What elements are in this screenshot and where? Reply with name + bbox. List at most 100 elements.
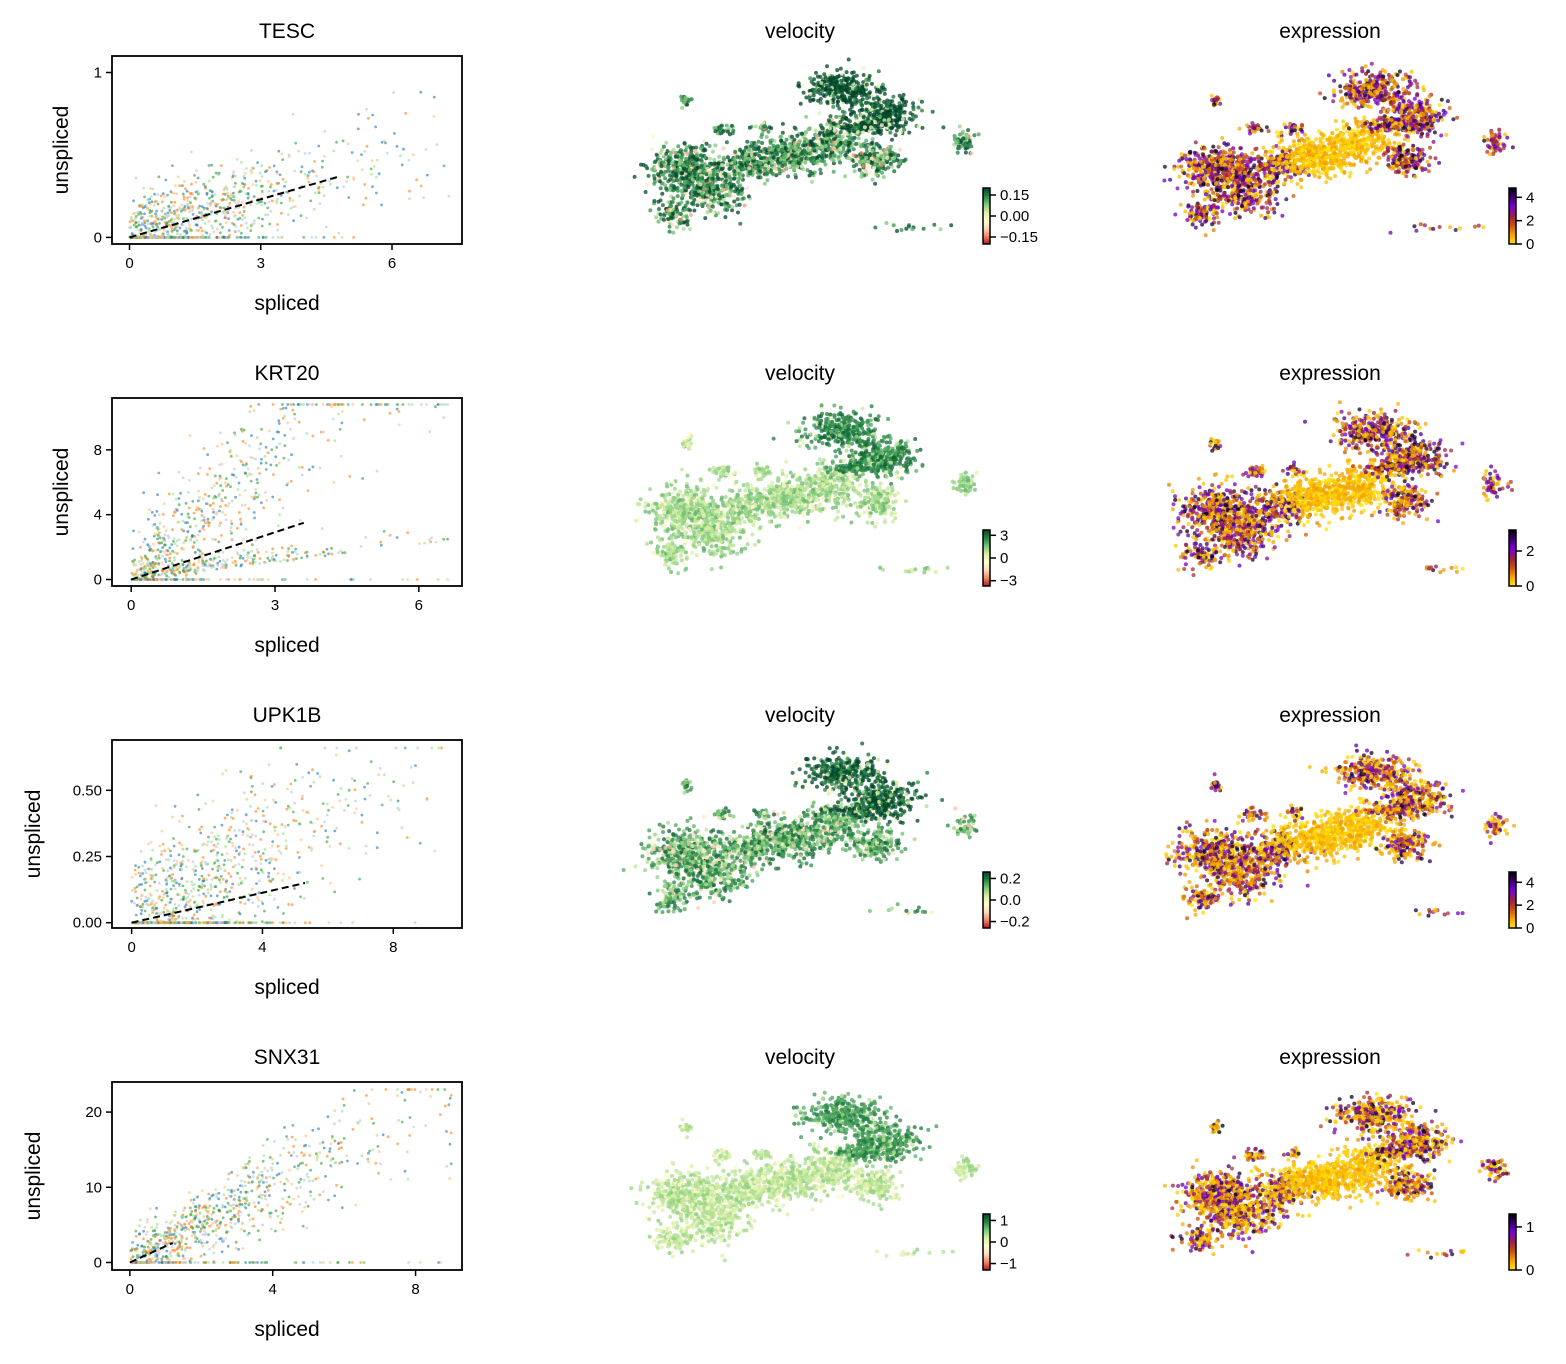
- embedding-cell: [1264, 200, 1269, 205]
- embedding-cell: [1209, 149, 1214, 154]
- embedding-cell: [839, 78, 844, 83]
- embedding-cell: [736, 210, 740, 215]
- embedding-cell: [795, 133, 800, 138]
- embedding-cell: [664, 151, 669, 156]
- velocity-colorbar: 0.150.00−0.15: [982, 187, 1038, 246]
- embedding-cell: [1180, 156, 1185, 161]
- data-point: [183, 180, 186, 183]
- data-point: [345, 180, 348, 183]
- embedding-cell: [852, 98, 857, 102]
- embedding-cell: [865, 164, 870, 169]
- embedding-cell: [674, 171, 679, 176]
- embedding-cell: [739, 187, 744, 192]
- embedding-cell: [744, 151, 749, 156]
- data-point: [232, 194, 236, 198]
- data-point: [287, 153, 291, 157]
- embedding-cell: [808, 76, 813, 81]
- data-point: [132, 199, 136, 203]
- data-point: [218, 206, 222, 209]
- data-point: [357, 112, 360, 116]
- embedding-cell: [683, 167, 688, 172]
- data-point: [158, 227, 162, 231]
- embedding-cell: [643, 190, 648, 194]
- embedding-cell: [846, 118, 851, 123]
- embedding-cell: [836, 143, 841, 148]
- embedding-cell: [1286, 174, 1291, 179]
- embedding-cell: [1312, 162, 1317, 166]
- embedding-cell: [1242, 174, 1247, 179]
- embedding-cell: [679, 217, 683, 222]
- data-point: [232, 223, 236, 226]
- data-point: [370, 159, 374, 163]
- data-point: [214, 171, 218, 175]
- embedding-cell: [718, 131, 723, 136]
- embedding-cell: [1333, 174, 1338, 179]
- data-point: [172, 191, 176, 195]
- embedding-cell: [818, 171, 823, 176]
- data-point: [312, 170, 316, 174]
- embedding-cell: [681, 193, 685, 198]
- data-point: [283, 185, 286, 188]
- data-point: [194, 181, 198, 184]
- embedding-cell: [1237, 215, 1242, 220]
- embedding-cell: [672, 163, 677, 168]
- embedding-cell: [859, 174, 864, 179]
- embedding-cell: [841, 125, 845, 130]
- data-point: [181, 207, 185, 211]
- embedding-cell: [770, 147, 775, 152]
- embedding-cell: [782, 155, 786, 160]
- data-point: [197, 229, 200, 232]
- embedding-cell: [886, 117, 891, 122]
- embedding-cell: [1203, 219, 1208, 224]
- data-point: [190, 182, 193, 186]
- data-point: [377, 172, 381, 176]
- data-point: [196, 206, 200, 210]
- data-point: [139, 228, 143, 231]
- data-point: [257, 216, 261, 220]
- data-point: [221, 192, 225, 196]
- data-point: [223, 187, 227, 191]
- embedding-cell: [713, 129, 718, 134]
- data-point: [352, 177, 356, 181]
- data-point: [325, 225, 328, 229]
- embedding-points: [1162, 61, 1515, 238]
- embedding-cell: [780, 148, 785, 153]
- embedding-cell: [658, 212, 663, 217]
- data-point: [432, 95, 436, 99]
- embedding-cell: [699, 165, 704, 170]
- embedding-cell: [1172, 167, 1177, 172]
- embedding-cell: [717, 193, 721, 198]
- embedding-cell: [756, 175, 761, 180]
- embedding-cell: [1259, 205, 1264, 210]
- colorbar-bar: [982, 187, 991, 245]
- embedding-cell: [807, 126, 812, 131]
- data-point: [186, 199, 190, 203]
- embedding-cell: [650, 167, 655, 172]
- embedding-cell: [966, 143, 971, 148]
- embedding-cell: [859, 101, 864, 106]
- embedding-cell: [1284, 197, 1289, 202]
- embedding-cell: [739, 150, 744, 154]
- embedding-cell: [745, 186, 750, 191]
- embedding-cell: [814, 134, 819, 139]
- embedding-cell: [959, 138, 964, 143]
- data-point: [165, 236, 169, 239]
- embedding-cell: [663, 176, 668, 181]
- embedding-cell: [1214, 186, 1219, 191]
- embedding-cell: [894, 107, 899, 112]
- embedding-cell: [920, 125, 925, 130]
- embedding-cell: [844, 70, 849, 75]
- embedding-cell: [810, 155, 815, 160]
- embedding-cell: [737, 176, 742, 181]
- embedding-cell: [1267, 180, 1272, 185]
- embedding-cell: [856, 136, 861, 141]
- data-point: [209, 200, 213, 204]
- data-point: [151, 187, 155, 191]
- embedding-cell: [1288, 145, 1292, 150]
- embedding-cell: [870, 177, 875, 182]
- embedding-cell: [838, 66, 843, 71]
- data-point: [224, 221, 228, 225]
- embedding-cell: [665, 165, 670, 170]
- embedding-cell: [746, 148, 751, 152]
- data-point: [259, 185, 263, 188]
